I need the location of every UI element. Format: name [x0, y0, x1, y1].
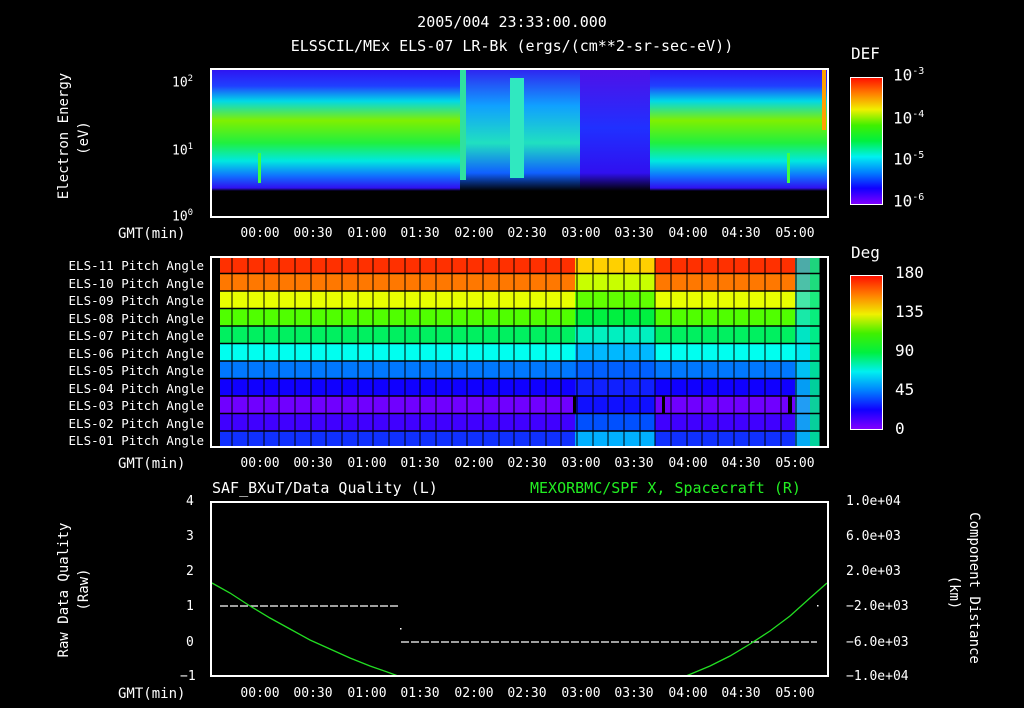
- panel3-ylabel-right-1: Component Distance: [966, 512, 982, 664]
- row-label-els-04: ELS-04 Pitch Angle: [68, 380, 204, 396]
- row-label-els-06: ELS-06 Pitch Angle: [68, 345, 204, 361]
- colorbar1-tick-1: 10-4: [893, 108, 925, 128]
- panel3-title-left: SAF_BXuT/Data Quality (L): [212, 479, 438, 497]
- spacecraft-x-line: [211, 582, 399, 677]
- line-plot: [211, 582, 828, 677]
- panel3-ytick-right-1: 6.0e+03: [846, 529, 901, 544]
- colorbar2-tick-90: 90: [895, 341, 915, 360]
- panel3-ytick-right-4: −6.0e+03: [846, 635, 909, 650]
- colorbar2-tick-135: 135: [895, 302, 924, 321]
- panel3-ylabel-left-2: (Raw): [76, 568, 92, 611]
- panel1-xlabel: GMT(min): [118, 226, 186, 242]
- spectrogram-image: [210, 68, 829, 218]
- panel3-ytick-left-3: 3: [186, 529, 194, 544]
- panel3-xlabel: GMT(min): [118, 686, 186, 702]
- plot-timestamp: 2005/004 23:33:00.000: [417, 13, 607, 31]
- pitch-angle-image: [210, 256, 829, 448]
- panel3-frame: [210, 501, 829, 677]
- row-label-els-01: ELS-01 Pitch Angle: [68, 433, 204, 448]
- panel1-ytick-10: 101: [172, 142, 194, 159]
- panel3-ytick-left-neg1: −1: [180, 669, 196, 684]
- data-quality-panel: [210, 501, 829, 677]
- colorbar2-tick-0: 0: [895, 419, 905, 438]
- row-label-els-11: ELS-11 Pitch Angle: [68, 258, 204, 273]
- panel3-ytick-right-0: 1.0e+04: [846, 494, 901, 509]
- pitch-angle-panel: [210, 256, 829, 448]
- colorbar1-tick-2: 10-5: [893, 149, 925, 169]
- panel1-ylabel-1: Electron Energy: [56, 72, 72, 200]
- colorbar1-tick-3: 10-6: [893, 191, 925, 211]
- panel3-ytick-left-4: 4: [186, 494, 194, 509]
- panel2-frame: [210, 256, 829, 448]
- colorbar1: [850, 77, 883, 205]
- energy-spectrogram: [210, 68, 829, 218]
- panel3-ytick-right-3: −2.0e+03: [846, 599, 909, 614]
- panel3-title-right: MEXORBMC/SPF X, Spacecraft (R): [530, 479, 801, 497]
- panel3-ylabel-left-1: Raw Data Quality: [56, 522, 72, 658]
- row-label-els-10: ELS-10 Pitch Angle: [68, 275, 204, 291]
- panel3-ylabel-right-2: (km): [946, 575, 962, 610]
- plot-title: ELSSCIL/MEx ELS-07 LR-Bk (ergs/(cm**2-sr…: [290, 37, 734, 55]
- panel1-frame: [210, 68, 829, 218]
- panel3-ytick-right-2: 2.0e+03: [846, 564, 901, 579]
- row-label-els-09: ELS-09 Pitch Angle: [68, 293, 204, 308]
- colorbar1-tick-0: 10-3: [893, 65, 925, 85]
- row-label-els-03: ELS-03 Pitch Angle: [68, 398, 204, 413]
- row-label-els-05: ELS-05 Pitch Angle: [68, 363, 204, 378]
- colorbar2: [850, 275, 883, 430]
- panel2-xticks: 00:00 00:30 01:00 01:30 02:00 02:30 03:0…: [240, 456, 815, 471]
- row-label-els-02: ELS-02 Pitch Angle: [68, 415, 204, 431]
- pitch-angle-row-labels: ELS-11 Pitch Angle ELS-10 Pitch Angle EL…: [40, 257, 204, 450]
- colorbar2-tick-45: 45: [895, 380, 915, 399]
- row-label-els-07: ELS-07 Pitch Angle: [68, 328, 204, 343]
- colorbar2-title: Deg: [851, 243, 880, 262]
- panel3-ytick-left-1: 1: [186, 599, 194, 614]
- panel1-ylabel-2: (eV): [76, 121, 92, 155]
- panel2-xlabel: GMT(min): [118, 456, 186, 472]
- panel3-ytick-left-2: 2: [186, 564, 194, 579]
- spacecraft-x-line-2: [685, 582, 828, 677]
- panel1-ytick-100: 102: [172, 74, 194, 91]
- panel3-xticks: 00:00 00:30 01:00 01:30 02:00 02:30 03:0…: [240, 686, 815, 701]
- panel3-ytick-right-5: −1.0e+04: [846, 669, 909, 684]
- colorbar1-title: DEF: [851, 44, 880, 63]
- panel1-xticks: 00:00 00:30 01:00 01:30 02:00 02:30 03:0…: [240, 226, 815, 241]
- row-label-els-08: ELS-08 Pitch Angle: [68, 310, 204, 326]
- colorbar2-tick-180: 180: [895, 263, 924, 282]
- panel1-ytick-1: 100: [172, 208, 194, 225]
- panel3-ytick-left-0: 0: [186, 635, 194, 650]
